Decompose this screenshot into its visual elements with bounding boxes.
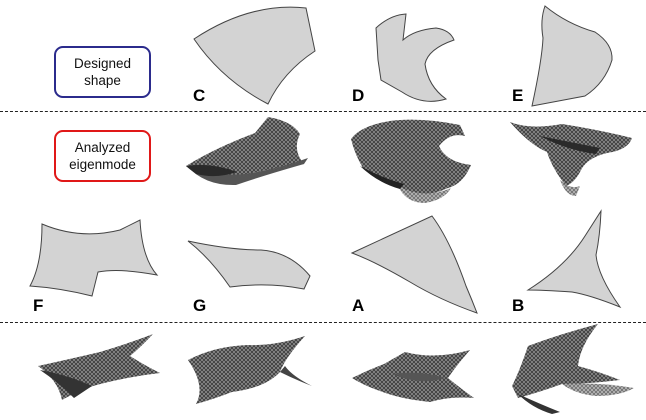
eigenmode-a (352, 350, 474, 402)
shape-letter-f: F (33, 296, 44, 315)
shape-letter-c: C (193, 86, 206, 105)
shape-letter-g: G (193, 296, 207, 315)
designed-shape-e (531, 5, 613, 107)
designed-shape-a (350, 215, 478, 314)
designed-shape-b (526, 209, 622, 309)
divider-bottom (0, 322, 646, 323)
eigenmode-e (510, 122, 632, 196)
designed-shape-g (187, 240, 311, 290)
analyzed-eigenmode-label-box: Analyzed eigenmode (54, 130, 151, 182)
designed-shape-f (29, 219, 159, 297)
eigenmode-d (351, 119, 471, 203)
shape-letter-a: A (352, 296, 365, 315)
designed-shape-label: Designed shape (73, 56, 132, 88)
shape-letter-b: B (512, 296, 525, 315)
designed-shape-c (193, 6, 316, 105)
designed-shape-d (375, 13, 455, 102)
analyzed-eigenmode-label: Analyzed eigenmode (69, 140, 136, 172)
shape-letter-e: E (512, 86, 524, 105)
divider-top (0, 111, 646, 112)
shape-letter-d: D (352, 86, 365, 105)
designed-shape-label-box: Designed shape (54, 46, 151, 98)
eigenmode-f (38, 334, 160, 400)
eigenmode-c (186, 117, 308, 186)
eigenmode-g (188, 336, 312, 404)
eigenmode-b (512, 324, 634, 414)
